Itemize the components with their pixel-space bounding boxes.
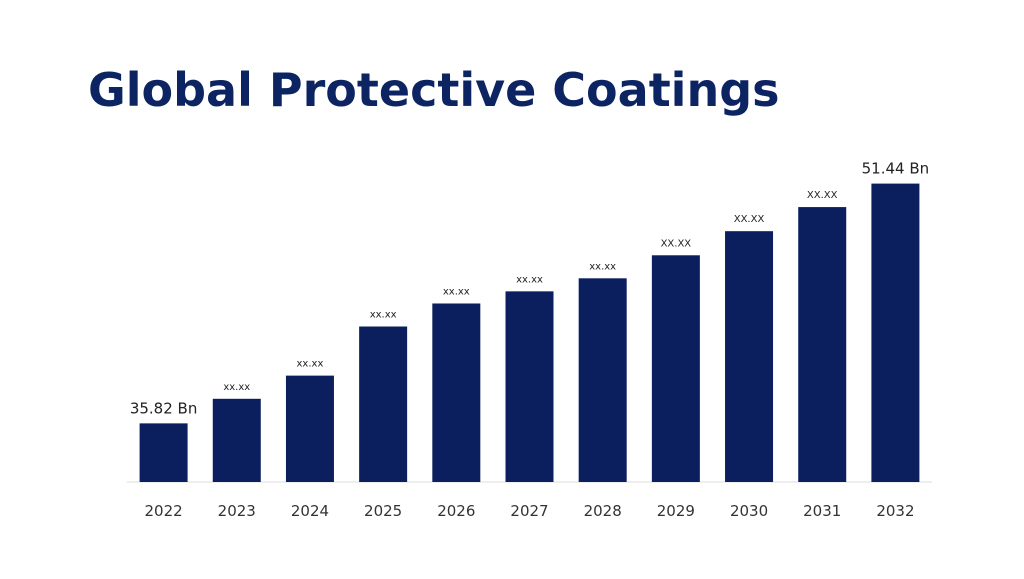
value-label: xx.xx bbox=[370, 310, 397, 321]
bar bbox=[578, 278, 627, 482]
value-label: xx.xx bbox=[297, 359, 324, 370]
value-label: xx.xx bbox=[223, 382, 250, 393]
bar bbox=[285, 375, 334, 482]
x-tick-label: 2027 bbox=[510, 502, 548, 520]
chart-title: Global Protective Coatings bbox=[88, 63, 780, 117]
bar bbox=[212, 398, 261, 482]
bar bbox=[139, 423, 188, 482]
x-tick-label: 2029 bbox=[657, 502, 695, 520]
value-label: 35.82 Bn bbox=[130, 399, 198, 417]
value-label: XX.XX bbox=[661, 238, 692, 249]
bar bbox=[432, 303, 481, 482]
x-tick-label: 2030 bbox=[730, 502, 768, 520]
x-tick-label: 2026 bbox=[437, 502, 475, 520]
x-tick-label: 2028 bbox=[584, 502, 622, 520]
value-label: XX.XX bbox=[807, 190, 838, 201]
bar bbox=[871, 183, 920, 482]
bar bbox=[798, 207, 847, 483]
x-tick-label: 2024 bbox=[291, 502, 329, 520]
bar bbox=[505, 291, 554, 482]
value-label: xx.xx bbox=[443, 286, 470, 297]
x-tick-label: 2023 bbox=[218, 502, 256, 520]
value-label: xx.xx bbox=[589, 261, 616, 272]
x-tick-label: 2025 bbox=[364, 502, 402, 520]
value-label: xx.xx bbox=[516, 274, 543, 285]
bar bbox=[359, 326, 408, 482]
bar bbox=[651, 255, 700, 482]
bar bbox=[725, 231, 774, 482]
x-tick-label: 2022 bbox=[144, 502, 182, 520]
value-label: 51.44 Bn bbox=[862, 160, 930, 178]
value-label: XX.XX bbox=[734, 214, 765, 225]
x-tick-label: 2032 bbox=[876, 502, 914, 520]
x-tick-label: 2031 bbox=[803, 502, 841, 520]
